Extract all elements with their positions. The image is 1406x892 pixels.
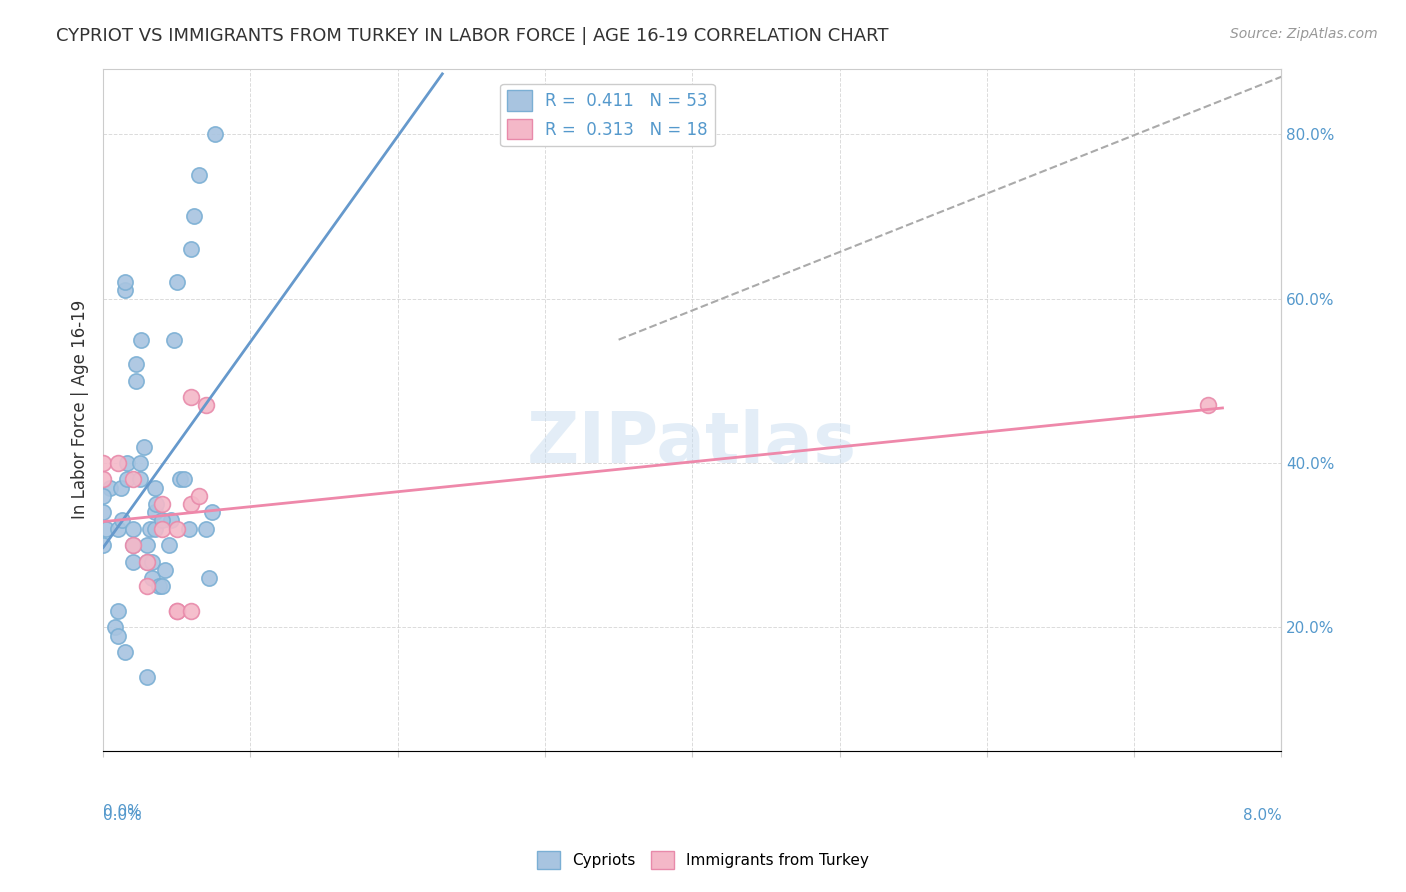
Point [141,555,163,569]
Point [110,481,132,495]
Point [94,522,117,536]
Point [136,555,159,569]
Point [180,390,202,404]
Point [91,489,114,503]
Point [150,513,173,527]
Point [201,505,224,519]
Point [134,440,156,454]
Point [131,333,153,347]
Point [129,472,152,486]
Point [169,472,191,486]
Point [204,128,226,142]
Point [150,579,173,593]
Point [166,275,188,289]
Text: ZIPatlas: ZIPatlas [527,409,858,478]
Point [150,497,173,511]
Point [136,538,159,552]
Point [114,284,136,298]
Point [136,579,159,593]
Point [107,604,129,618]
Point [121,555,143,569]
Point [153,563,176,577]
Point [1197,399,1219,413]
Point [107,628,129,642]
Point [107,456,129,470]
Point [136,670,159,684]
Point [91,538,114,552]
Point [166,522,188,536]
Point [198,571,221,585]
Point [121,472,143,486]
Point [136,555,159,569]
Text: 0.0%: 0.0% [103,808,142,823]
Point [121,538,143,552]
Point [91,505,114,519]
Text: CYPRIOT VS IMMIGRANTS FROM TURKEY IN LABOR FORCE | AGE 16-19 CORRELATION CHART: CYPRIOT VS IMMIGRANTS FROM TURKEY IN LAB… [56,27,889,45]
Point [104,620,127,634]
Point [177,522,200,536]
Point [180,242,202,256]
Point [166,604,188,618]
Text: 8.0%: 8.0% [1243,808,1281,823]
Point [195,522,218,536]
Point [124,357,146,371]
Legend: Cypriots, Immigrants from Turkey: Cypriots, Immigrants from Turkey [531,845,875,875]
Point [180,497,202,511]
Point [111,513,134,527]
Point [114,275,136,289]
Point [115,472,138,486]
Point [166,604,188,618]
Text: Source: ZipAtlas.com: Source: ZipAtlas.com [1230,27,1378,41]
Point [91,472,114,486]
Point [129,456,152,470]
Point [139,522,162,536]
Text: 0.0%: 0.0% [103,804,142,819]
Point [160,513,183,527]
Y-axis label: In Labor Force | Age 16-19: In Labor Force | Age 16-19 [72,300,89,519]
Point [183,210,205,224]
Point [100,481,122,495]
Point [157,538,180,552]
Point [91,456,114,470]
Point [148,579,170,593]
Point [180,604,202,618]
Point [124,374,146,388]
Point [121,522,143,536]
Point [121,538,143,552]
Point [114,645,136,659]
Point [143,481,166,495]
Legend: R =  0.411   N = 53, R =  0.313   N = 18: R = 0.411 N = 53, R = 0.313 N = 18 [501,84,714,146]
Point [141,571,163,585]
Point [173,472,195,486]
Point [187,489,209,503]
Point [143,522,166,536]
Point [187,169,209,183]
Point [115,456,138,470]
Point [195,399,218,413]
Point [145,497,167,511]
Point [107,522,129,536]
Point [143,505,166,519]
Point [150,522,173,536]
Point [163,333,186,347]
